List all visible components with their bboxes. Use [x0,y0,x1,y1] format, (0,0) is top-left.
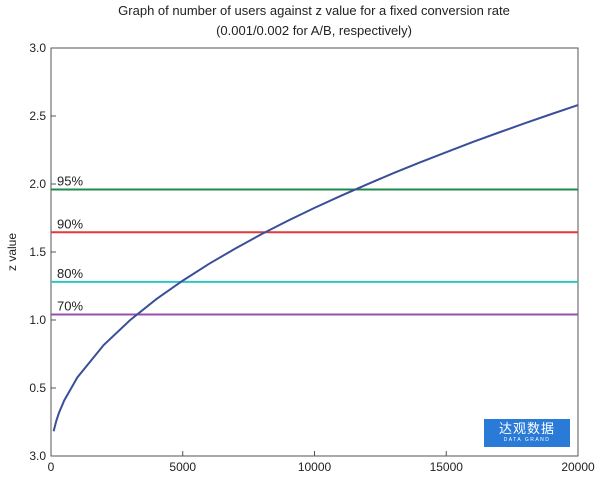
y-tick-label: 0.5 [29,381,46,395]
plot-frame [50,47,579,457]
y-axis-label: z value [5,233,19,271]
chart-subtitle: (0.001/0.002 for A/B, respectively) [216,23,412,38]
reference-line-label: 70% [57,299,83,314]
x-tick-label: 10000 [298,460,332,474]
y-tick-label: 1.0 [29,313,46,327]
y-tick-label: 3.0 [29,449,46,463]
x-tick-label: 20000 [561,460,595,474]
chart-title: Graph of number of users against z value… [118,3,510,18]
x-tick-label: 0 [48,460,55,474]
series-line [52,104,579,432]
reference-line-label: 80% [57,266,83,281]
y-tick-label: 1.5 [29,245,46,259]
x-tick-label: 5000 [169,460,196,474]
reference-line-label: 90% [57,216,83,231]
watermark-en: DATA GRAND [503,437,551,443]
y-tick-label: 2.0 [29,177,46,191]
reference-line-label: 95% [57,173,83,188]
y-tick-label: 3.0 [29,41,46,55]
watermark-logo: 达观数据 DATA GRAND [484,419,570,447]
x-tick-label: 15000 [430,460,464,474]
watermark-cn: 达观数据 [498,421,555,436]
y-tick-label: 2.5 [29,109,46,123]
